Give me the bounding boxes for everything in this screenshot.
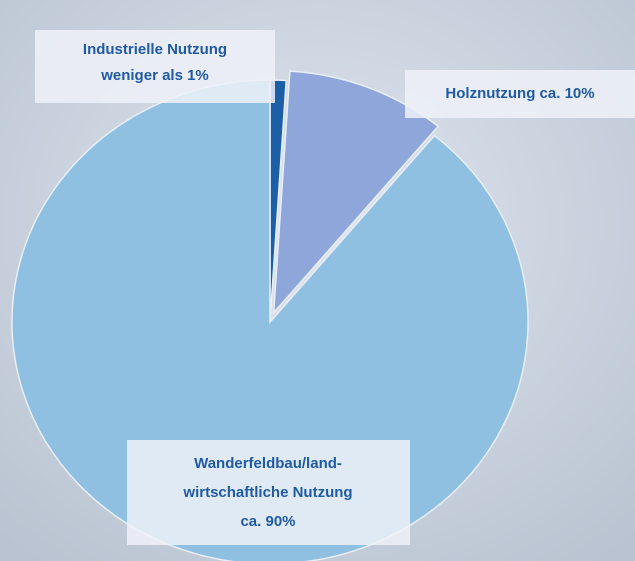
- slice-label: weniger als 1%: [100, 67, 209, 84]
- slice-label: Wanderfeldbau/land-: [194, 455, 342, 472]
- slice-label: wirtschaftliche Nutzung: [182, 484, 352, 501]
- slice-label: Industrielle Nutzung: [83, 41, 227, 58]
- slice-label: ca. 90%: [240, 513, 295, 530]
- slice-label: Holznutzung ca. 10%: [445, 85, 594, 102]
- chart: Industrielle Nutzung weniger als 1% Holznu…: [0, 0, 635, 561]
